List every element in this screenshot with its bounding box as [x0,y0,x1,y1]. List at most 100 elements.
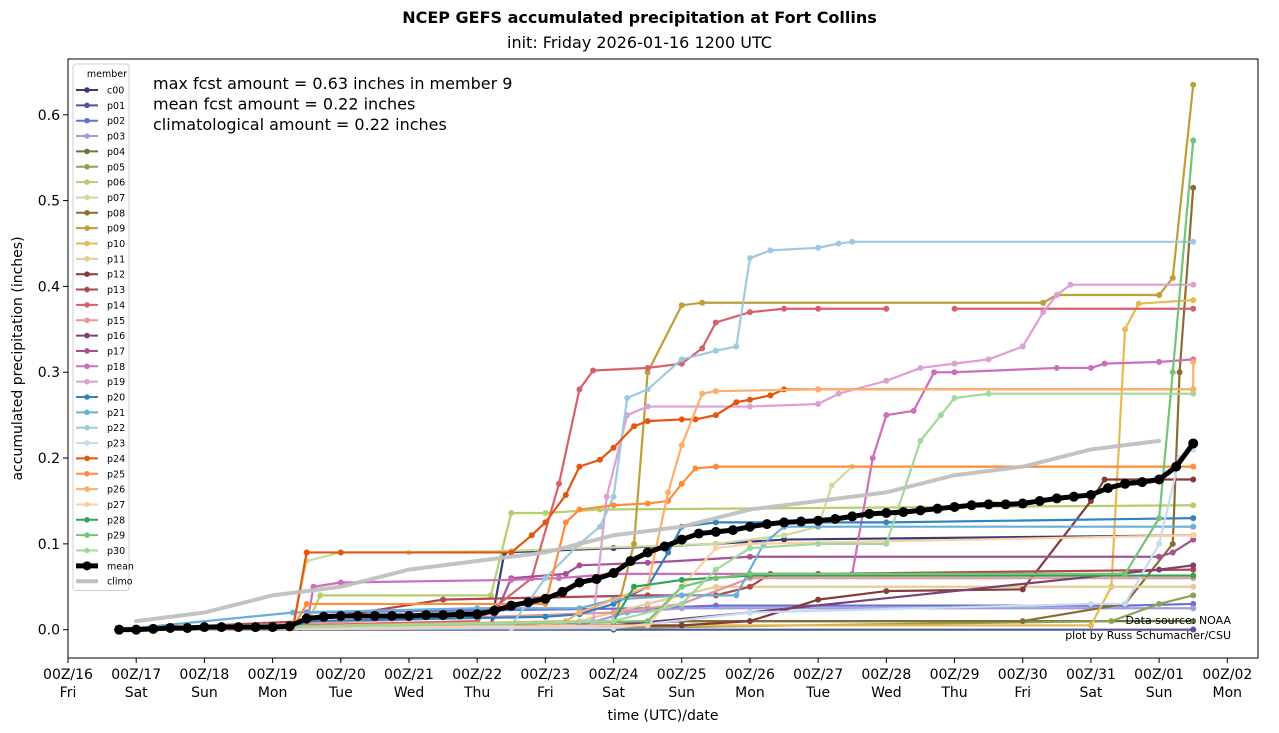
series-line [118,388,1195,631]
series-point [678,302,685,309]
series-point [1017,498,1028,509]
series-point [182,622,193,633]
legend-label: p08 [107,208,125,219]
series-point [267,622,278,633]
x-tick-label: 00Z/16 [43,667,93,683]
series-point [472,609,483,620]
legend-item: p07 [76,193,125,204]
series-point [562,491,569,498]
series-point [1190,358,1197,365]
series-point [815,386,822,393]
series-point [712,319,719,326]
series-point [746,609,753,616]
series-point [1154,474,1165,485]
series-p23 [116,446,1197,633]
series-p19 [116,281,1197,633]
series-point [678,600,685,607]
series-point [610,493,617,500]
series-point [883,519,890,526]
x-tick-day-label: Wed [394,685,425,701]
series-point [761,519,772,530]
legend-item: p14 [76,300,125,311]
series-point [1190,137,1197,144]
series-point [692,465,699,472]
legend-item: p12 [76,270,125,281]
x-tick-label: 00Z/21 [384,667,434,683]
legend-item: p21 [76,408,125,419]
series-point [1188,438,1199,449]
series-point [951,394,958,401]
series-point [985,356,992,363]
series-point [440,596,447,603]
series-point [1156,358,1163,365]
series-point [556,480,563,487]
series-p30 [116,390,1197,633]
x-tick-day-label: Fri [60,685,77,701]
series-point [644,500,651,507]
annotation-text: climatological amount = 0.22 inches [153,115,447,134]
series-point [983,499,994,510]
series-point [1190,600,1197,607]
series-p12 [116,476,1197,633]
x-tick-label: 00Z/30 [998,667,1048,683]
legend-swatch-marker [84,210,90,216]
x-tick-label: 00Z/28 [861,667,911,683]
series-point [337,579,344,586]
series-line [118,186,1195,631]
series-point [746,255,753,262]
series-point [1120,478,1131,489]
legend-item: p13 [76,285,125,296]
y-tick-label: 0.2 [38,451,60,467]
legend-swatch-marker [84,394,90,400]
series-point [815,244,822,251]
series-point [540,593,551,604]
series-point [1040,309,1047,316]
series-point [815,305,822,312]
x-tick-day-label: Sat [1079,685,1102,701]
series-point [303,600,310,607]
legend-label: climo [107,577,133,588]
series-point [610,502,617,509]
series-point [678,356,685,363]
series-point [746,618,753,625]
series-point [835,240,842,247]
series-point [631,583,638,590]
legend-swatch-marker [84,317,90,324]
series-point [746,540,753,547]
legend-swatch-marker [84,547,90,554]
series-point [528,532,535,539]
series-point [284,621,295,632]
series-point [712,463,719,470]
series-mean [114,438,1199,635]
x-tick-day-label: Fri [537,685,554,701]
legend-item: p11 [76,254,125,265]
series-point [678,442,685,449]
legend-label: p20 [107,393,125,404]
series-point [644,369,651,376]
series-line [118,534,1195,631]
series-point [1190,184,1197,191]
legend-swatch-marker [84,240,90,247]
series-point [1190,572,1197,579]
x-tick-label: 00Z/18 [179,667,229,683]
series-point [699,390,706,397]
series-line [118,358,1195,631]
legend-label: p15 [107,316,125,327]
legend-item: p01 [76,101,125,112]
series-point [1034,495,1045,506]
plot-frame [67,58,1259,659]
series-point [665,489,672,496]
series-point [712,566,719,573]
series-p29 [116,137,1197,633]
series-p08 [116,184,1197,633]
series-point [352,610,363,621]
series-point [1176,369,1183,376]
series-point [1190,81,1197,88]
series-point [1190,515,1197,522]
series-point [542,509,549,516]
series-point [1190,463,1197,470]
series-point [576,609,583,616]
x-tick-day-label: Mon [258,685,288,701]
x-tick-day-label: Sat [602,685,625,701]
series-point [712,583,719,590]
